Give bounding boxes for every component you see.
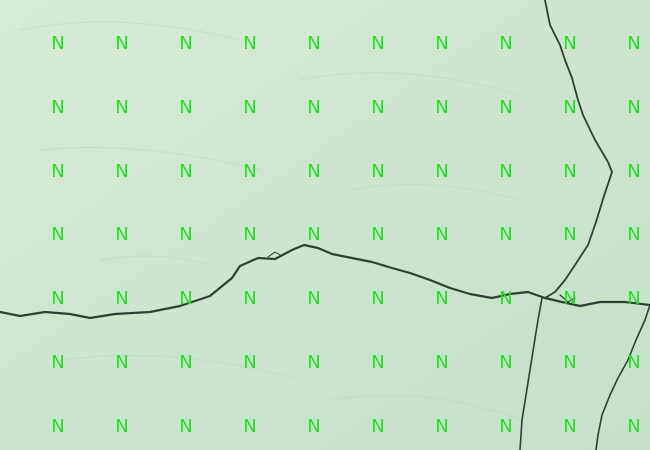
- grid-cell-r7-c10[interactable]: N: [627, 415, 641, 437]
- grid-cell-r5-c1[interactable]: N: [51, 288, 65, 310]
- grid-cell-r5-c4[interactable]: N: [243, 288, 257, 310]
- grid-cell-r7-c3[interactable]: N: [179, 415, 193, 437]
- grid-cell-r2-c2[interactable]: N: [115, 96, 129, 118]
- grid-cell-r3-c8[interactable]: N: [499, 160, 513, 182]
- grid-cell-r6-c3[interactable]: N: [179, 352, 193, 373]
- grid-cell-r6-c6[interactable]: N: [371, 352, 385, 373]
- grid-cell-r2-c8[interactable]: N: [499, 96, 513, 118]
- grid-cell-r3-c4[interactable]: N: [243, 160, 257, 182]
- grid-cell-r4-c9[interactable]: N: [563, 224, 577, 246]
- lower-crack-right: [595, 304, 650, 450]
- grid-cell-r1-c8[interactable]: N: [499, 33, 513, 54]
- grid-cell-r6-c1[interactable]: N: [51, 352, 65, 373]
- grid-cell-r3-c7[interactable]: N: [435, 160, 449, 182]
- grid-cell-r7-c4[interactable]: N: [243, 415, 257, 437]
- grid-cell-r4-c4[interactable]: N: [243, 224, 257, 246]
- grid-cell-r3-c6[interactable]: N: [371, 160, 385, 182]
- grid-cell-r2-c9[interactable]: N: [563, 96, 577, 118]
- main-crack: [0, 243, 650, 320]
- grid-cell-r6-c4[interactable]: N: [243, 352, 257, 373]
- right-crack-upper: [544, 0, 613, 299]
- grid-cell-r7-c9[interactable]: N: [563, 415, 577, 437]
- grid-cell-r4-c8[interactable]: N: [499, 224, 513, 246]
- grid-cell-r5-c3[interactable]: N: [179, 288, 193, 310]
- grid-cell-r6-c9[interactable]: N: [563, 352, 577, 373]
- grid-cell-r2-c5[interactable]: N: [307, 96, 321, 118]
- grid-cell-r7-c6[interactable]: N: [371, 415, 385, 437]
- grid-cell-r6-c7[interactable]: N: [435, 352, 449, 373]
- grid-cell-r5-c6[interactable]: N: [371, 288, 385, 310]
- grid-cell-r3-c2[interactable]: N: [115, 160, 129, 182]
- grid-cell-r1-c2[interactable]: N: [115, 33, 129, 54]
- grid-cell-r4-c2[interactable]: N: [115, 224, 129, 246]
- grid-cell-r1-c9[interactable]: N: [563, 33, 577, 54]
- grid-cell-r5-c2[interactable]: N: [115, 288, 129, 310]
- grid-cell-r1-c10[interactable]: N: [627, 33, 641, 54]
- grid-cell-r3-c5[interactable]: N: [307, 160, 321, 182]
- grid-cell-r1-c7[interactable]: N: [435, 33, 449, 54]
- grid-cell-r5-c9[interactable]: N: [563, 288, 577, 310]
- grid-cell-r7-c2[interactable]: N: [115, 415, 129, 437]
- grid-cell-r1-c1[interactable]: N: [51, 33, 65, 54]
- grid-cell-r6-c2[interactable]: N: [115, 352, 129, 373]
- grid-cell-r1-c4[interactable]: N: [243, 33, 257, 54]
- grid-cell-r4-c5[interactable]: N: [307, 224, 321, 246]
- grid-cell-r3-c10[interactable]: N: [627, 160, 641, 182]
- grid-cell-r6-c5[interactable]: N: [307, 352, 321, 373]
- grid-cell-r7-c7[interactable]: N: [435, 415, 449, 437]
- grid-cell-r1-c3[interactable]: N: [179, 33, 193, 54]
- grid-cell-r4-c6[interactable]: N: [371, 224, 385, 246]
- grid-cell-r5-c10[interactable]: N: [627, 288, 641, 310]
- crack-branch-2: [267, 251, 283, 258]
- grid-cell-r7-c5[interactable]: N: [307, 415, 321, 437]
- grid-cell-r1-c5[interactable]: N: [307, 33, 321, 54]
- lower-crack-center: [519, 297, 543, 450]
- grid-cell-r2-c3[interactable]: N: [179, 96, 193, 118]
- grid-cell-r2-c1[interactable]: N: [51, 96, 65, 118]
- grid-cell-r4-c10[interactable]: N: [627, 224, 641, 246]
- grid-cell-r4-c1[interactable]: N: [51, 224, 65, 246]
- grid-cell-r5-c7[interactable]: N: [435, 288, 449, 310]
- grid-cell-r4-c3[interactable]: N: [179, 224, 193, 246]
- grid-cell-r6-c10[interactable]: N: [627, 352, 641, 373]
- crack-branch: [559, 294, 576, 303]
- grid-cell-r3-c9[interactable]: N: [563, 160, 577, 182]
- grid-cell-r2-c6[interactable]: N: [371, 96, 385, 118]
- grid-cell-r7-c8[interactable]: N: [499, 415, 513, 437]
- grid-cell-r2-c4[interactable]: N: [243, 96, 257, 118]
- grid-cell-r7-c1[interactable]: N: [51, 415, 65, 437]
- grid-cell-r4-c7[interactable]: N: [435, 224, 449, 246]
- grid-cell-r5-c5[interactable]: N: [307, 288, 321, 310]
- grid-cell-r2-c7[interactable]: N: [435, 96, 449, 118]
- grid-cell-r3-c1[interactable]: N: [51, 160, 65, 182]
- grid-cell-r5-c8[interactable]: N: [499, 288, 513, 310]
- grid-cell-r6-c8[interactable]: N: [499, 352, 513, 373]
- grid-cell-r3-c3[interactable]: N: [179, 160, 193, 182]
- grid-cell-r2-c10[interactable]: N: [627, 96, 641, 118]
- grid-cell-r1-c6[interactable]: N: [371, 33, 385, 54]
